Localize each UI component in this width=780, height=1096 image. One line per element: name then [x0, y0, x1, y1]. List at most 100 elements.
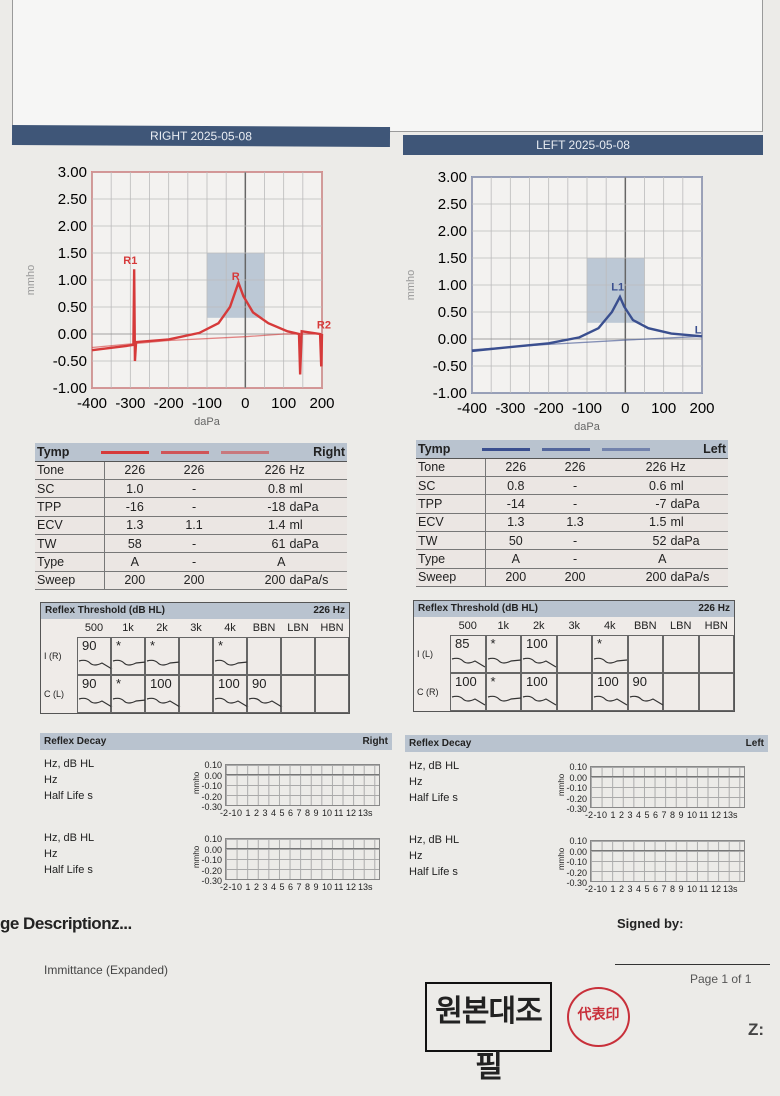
right-tympanogram-svg: 3.00 2.50 2.00 1.50 1.00 0.50 0.00 -0.50 -1.00-4… — [25, 164, 335, 428]
y-tick-label: 3.00 — [58, 164, 87, 181]
decay-y-tick: 0.10 — [204, 760, 222, 770]
reflex-cell — [281, 675, 315, 713]
tymp-row: ECV 1.3 1.1 1.4 ml — [35, 516, 347, 535]
column-header: 4k — [224, 622, 236, 634]
tymp-value: - — [545, 549, 605, 569]
column-header: 3k — [190, 622, 202, 634]
decay-y-tick: -0.20 — [201, 865, 222, 876]
tymp-value: 1.1 — [164, 516, 224, 535]
decay-x-tick: 6 — [653, 810, 659, 820]
row-label: Sweep — [416, 568, 487, 587]
column-header: 2k — [532, 620, 545, 632]
decay-x-tick: 0 — [602, 810, 608, 820]
half-life-label: Half Life s — [44, 790, 93, 802]
decay-x-tick: 8 — [305, 882, 311, 892]
reflex-cell — [663, 673, 699, 711]
decay-y-tick: 0.10 — [204, 834, 222, 844]
tymp-value: 52 — [604, 531, 669, 551]
tymp-value: 226 — [104, 461, 165, 481]
decay-x-tick: 13s — [723, 884, 738, 894]
decay-x-tick: 5 — [644, 810, 650, 820]
reflex-value: 85 — [455, 636, 470, 651]
reflex-cell: * — [111, 637, 147, 675]
tymp-row: TPP -14- -7 daPa — [416, 494, 728, 514]
reflex-trace — [214, 659, 249, 666]
decay-x-tick: 11 — [699, 884, 709, 894]
decay-x-tick: 5 — [279, 808, 285, 818]
reflex-trace — [451, 695, 486, 706]
reflex-trace — [487, 695, 521, 702]
signature-line — [615, 964, 770, 965]
tymp-value: 226 — [223, 461, 288, 481]
x-tick-label: 100 — [651, 400, 676, 417]
decay-x-tick: 4 — [636, 810, 642, 820]
y-tick-label: 0.00 — [58, 326, 87, 343]
hz-db-label: Hz, dB HL — [409, 834, 460, 846]
decay-y-tick: 0.00 — [204, 770, 222, 781]
x-tick-label: -200 — [154, 395, 184, 412]
hz-label: Hz — [409, 776, 423, 788]
tymp-curve-1 — [471, 294, 703, 353]
reflex-cell: * — [592, 635, 628, 673]
decay-y-tick: -0.30 — [201, 876, 222, 886]
decay-x-tick: 10 — [687, 884, 698, 894]
tymp-value: 1.3 — [545, 513, 605, 532]
tymp-value: A — [485, 549, 546, 569]
reflex-trace — [522, 657, 557, 668]
tymp-value: 1.4 — [223, 516, 288, 535]
left-header: LEFT 2025-05-08 — [403, 135, 763, 155]
left-tymp-table: Tymp Left Tone 226 226 226 Hz SC 0.8-0.6 ml TPP -14… — [416, 440, 728, 587]
x-axis-label: daPa — [194, 416, 221, 428]
tymp-row: SC 1.0-0.8 ml — [35, 479, 347, 499]
tymp-value: 0.6 — [604, 476, 669, 496]
decay-x-tick: 7 — [296, 808, 302, 818]
reflex-cell — [698, 635, 734, 673]
tymp-value: 50 — [485, 531, 546, 551]
reflex-title: Reflex Threshold (dB HL) — [418, 603, 539, 614]
decay-y-tick: 0.10 — [569, 836, 587, 846]
reflex-value: 90 — [252, 676, 267, 691]
decay-x-tick: 11 — [334, 808, 344, 818]
reflex-cell: * — [213, 637, 249, 675]
decay-x-tick: 1 — [610, 884, 616, 894]
unit: ml — [287, 479, 347, 499]
decay-x-tick: 12 — [711, 810, 722, 820]
decay-x-tick: 5 — [644, 884, 650, 894]
series-legend-line — [161, 451, 210, 455]
decay-y-tick: -0.30 — [201, 802, 222, 812]
decay-panel: Hz, dB HL Hz Half Life s mmho 0.10 0.00 -0… — [40, 824, 392, 898]
reflex-cell — [556, 635, 592, 673]
tymp-side-label: Right — [313, 444, 345, 459]
tymp-row: ECV 1.3 1.3 1.5 ml — [416, 513, 728, 532]
unit: Hz — [668, 458, 728, 478]
reflex-cell — [315, 637, 349, 675]
reflex-cell — [556, 673, 592, 711]
column-header: 1k — [497, 620, 510, 632]
decay-x-tick: 6 — [653, 884, 659, 894]
y-tick-label: 0.50 — [58, 299, 87, 316]
column-header: 3k — [568, 620, 581, 632]
x-tick-label: 200 — [309, 395, 334, 412]
normal-region — [207, 253, 265, 318]
unit: daPa/s — [668, 568, 728, 587]
y-tick-label: 0.50 — [438, 304, 467, 321]
tymp-value: -16 — [104, 497, 165, 517]
hz-db-label: Hz, dB HL — [44, 758, 95, 770]
half-life-label: Half Life s — [44, 864, 93, 876]
decay-x-tick: 1 — [610, 810, 616, 820]
decay-x-tick: 11 — [699, 810, 709, 820]
decay-y-tick: 0.10 — [569, 762, 587, 772]
tymp-value: - — [545, 476, 605, 496]
curve-marker-label: R — [232, 271, 240, 283]
unit: daPa — [287, 534, 347, 554]
tymp-value: 226 — [545, 458, 605, 478]
tymp-value: -7 — [604, 494, 669, 514]
reflex-value: 100 — [150, 676, 172, 691]
row-label: Type — [416, 549, 487, 569]
reflex-cell: 100 — [213, 675, 249, 713]
curve-marker-label: L1 — [611, 281, 624, 293]
decay-labels: Hz, dB HL Hz Half Life s — [409, 758, 459, 806]
tymp-side-label: Left — [703, 441, 726, 456]
tymp-header: Tymp Right — [35, 443, 347, 462]
tymp-row: SC 0.8-0.6 ml — [416, 476, 728, 496]
